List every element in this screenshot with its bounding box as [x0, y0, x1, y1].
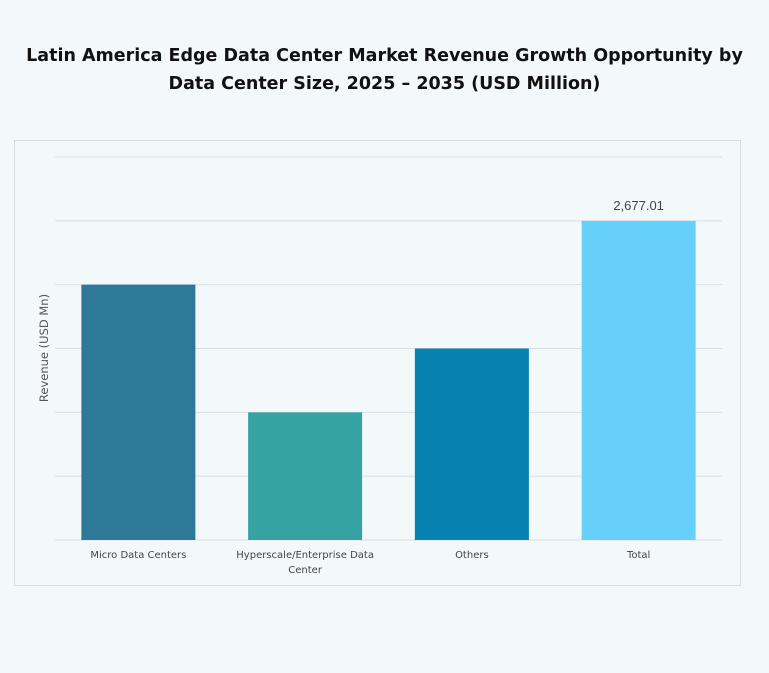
x-tick-label: Total	[626, 550, 650, 561]
data-label: 2,677.01	[613, 198, 664, 213]
x-tick-label: Others	[455, 550, 489, 561]
y-axis-label: Revenue (USD Mn)	[37, 294, 51, 402]
bar-0	[81, 284, 196, 540]
x-tick-label: Micro Data Centers	[90, 550, 186, 561]
x-tick-label: Center	[288, 565, 323, 576]
bar-3	[581, 220, 696, 540]
bar-2	[414, 348, 529, 540]
bar-1	[248, 412, 363, 540]
x-tick-label: Hyperscale/Enterprise Data	[236, 550, 374, 561]
chart-title: Latin America Edge Data Center Market Re…	[26, 46, 743, 94]
